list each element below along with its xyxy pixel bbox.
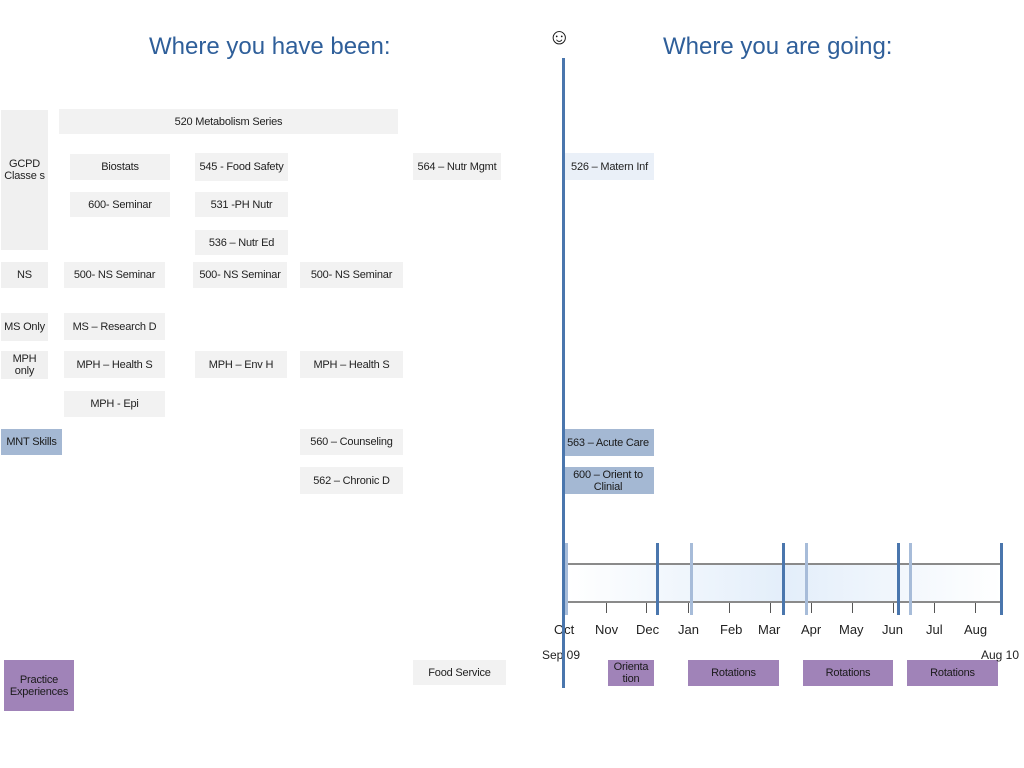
course-520-metabolism: 520 Metabolism Series xyxy=(59,109,398,134)
practice-rotations-1: Rotations xyxy=(688,660,779,686)
timeline-marker xyxy=(805,543,808,615)
timeline-tick xyxy=(606,603,607,613)
side-label-ns: NS xyxy=(1,262,48,288)
month-label-feb: Feb xyxy=(720,622,743,637)
practice-food-service: Food Service xyxy=(413,660,506,685)
timeline-tick xyxy=(770,603,771,613)
side-label-mnt-skills: MNT Skills xyxy=(1,429,62,455)
course-600-orient-clinical: 600 – Orient to Clinial xyxy=(562,467,654,494)
where-you-have-been-heading: Where you have been: xyxy=(149,33,391,60)
timeline-marker xyxy=(782,543,785,615)
course-mph-health-1: MPH – Health S xyxy=(64,351,165,378)
timeline-marker xyxy=(1000,543,1003,615)
course-mph-epi: MPH - Epi xyxy=(64,391,165,417)
current-position-line xyxy=(562,58,565,688)
side-label-practice-experiences: Practice Experiences xyxy=(4,660,74,711)
practice-rotations-3: Rotations xyxy=(907,660,998,686)
course-biostats: Biostats xyxy=(70,154,170,180)
course-ns-seminar-2: 500- NS Seminar xyxy=(193,262,287,288)
course-526-matern-inf: 526 – Matern Inf xyxy=(565,153,654,180)
timeline-start-label: Sep 09 xyxy=(542,648,581,662)
course-600-seminar: 600- Seminar xyxy=(70,192,170,217)
timeline-tick xyxy=(852,603,853,613)
smiley-icon: ☺ xyxy=(548,24,571,49)
where-you-are-going-heading: Where you are going: xyxy=(663,33,893,60)
practice-rotations-2: Rotations xyxy=(803,660,893,686)
month-label-jan: Jan xyxy=(678,622,699,637)
course-536-nutr-ed: 536 – Nutr Ed xyxy=(195,230,288,255)
course-564-nutr-mgmt: 564 – Nutr Mgmt xyxy=(413,153,501,180)
timeline-tick xyxy=(975,603,976,613)
month-label-apr: Apr xyxy=(801,622,822,637)
month-label-may: May xyxy=(839,622,864,637)
timeline-marker xyxy=(656,543,659,615)
timeline-tick xyxy=(934,603,935,613)
side-label-gcpd: GCPD Classe s xyxy=(1,110,48,250)
side-label-ms-only: MS Only xyxy=(1,313,48,341)
timeline-tick xyxy=(688,603,689,613)
course-ms-research: MS – Research D xyxy=(64,313,165,340)
month-label-aug: Aug xyxy=(964,622,988,637)
month-label-nov: Nov xyxy=(595,622,619,637)
timeline-marker xyxy=(565,543,568,615)
course-560-counseling: 560 – Counseling xyxy=(300,429,403,455)
timeline-marker xyxy=(690,543,693,615)
timeline-end-label: Aug 10 xyxy=(981,648,1020,662)
month-label-jun: Jun xyxy=(882,622,903,637)
course-ns-seminar-1: 500- NS Seminar xyxy=(64,262,165,288)
timeline-tick xyxy=(811,603,812,613)
course-531-ph-nutr: 531 -PH Nutr xyxy=(195,192,288,217)
course-mph-env: MPH – Env H xyxy=(195,351,287,378)
practice-orientation: Orienta tion xyxy=(608,660,654,686)
course-563-acute-care: 563 – Acute Care xyxy=(562,429,654,456)
timeline-marker xyxy=(897,543,900,615)
month-label-dec: Dec xyxy=(636,622,660,637)
timeline-tick xyxy=(729,603,730,613)
timeline-marker xyxy=(909,543,912,615)
month-label-jul: Jul xyxy=(926,622,943,637)
course-ns-seminar-3: 500- NS Seminar xyxy=(300,262,403,288)
course-562-chronic: 562 – Chronic D xyxy=(300,467,403,494)
course-mph-health-2: MPH – Health S xyxy=(300,351,403,378)
side-label-mph-only: MPH only xyxy=(1,351,48,379)
timeline-tick xyxy=(646,603,647,613)
timeline-tick xyxy=(893,603,894,613)
month-label-mar: Mar xyxy=(758,622,781,637)
course-545-food-safety: 545 - Food Safety xyxy=(195,153,288,181)
